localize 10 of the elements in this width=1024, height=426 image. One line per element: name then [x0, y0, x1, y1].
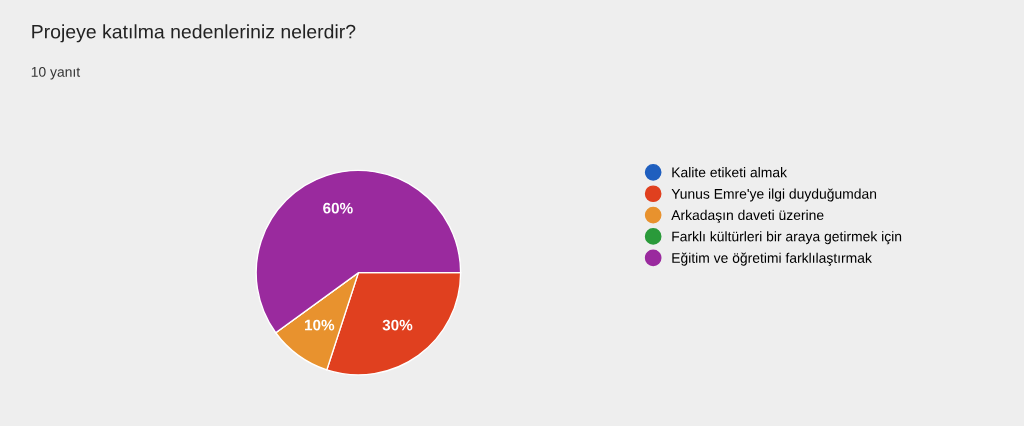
data-label: 30%	[382, 319, 413, 331]
data-label: 10%	[305, 319, 335, 331]
data-label: 60%	[323, 202, 353, 214]
legend-label: Kalite etiketi almak	[672, 167, 788, 178]
chart-title: Projeye katılma nedenleriniz nelerdir?	[32, 24, 356, 43]
legend-label: Yunus Emre'ye ilgi duyduğumdan	[671, 188, 877, 202]
legend-label: Arkadaşın daveti üzerine	[671, 209, 824, 223]
text: 10 yanıt	[31, 66, 81, 80]
legend-label: Eğitim ve öğretimi farklılaştırmak	[672, 252, 872, 266]
legend-label: Farklı kültürleri bir araya getirmek için	[672, 231, 902, 245]
